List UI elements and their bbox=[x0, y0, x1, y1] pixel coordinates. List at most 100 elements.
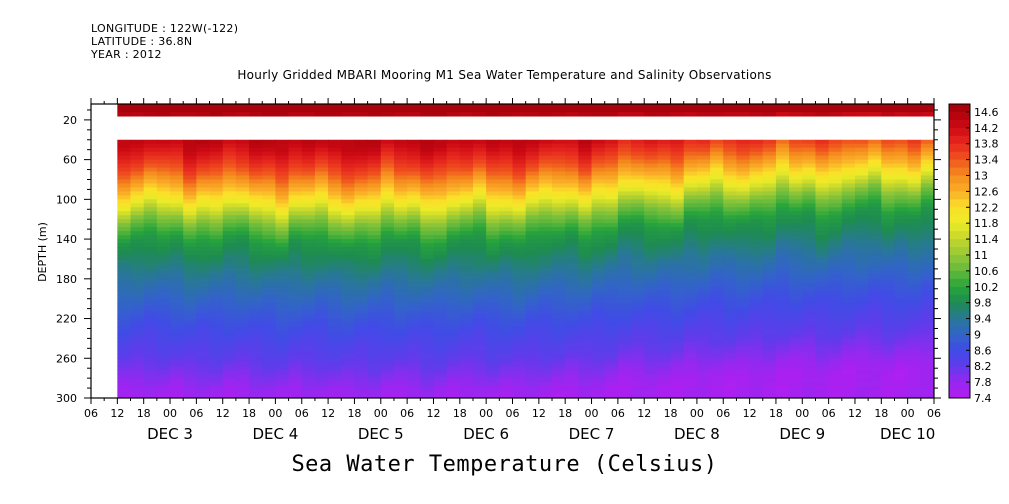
heatmap-cell bbox=[420, 223, 435, 228]
heatmap-cell bbox=[591, 354, 606, 359]
heatmap-cell bbox=[499, 199, 514, 204]
heatmap-cell bbox=[117, 243, 132, 248]
heatmap-cell bbox=[881, 199, 896, 204]
heatmap-cell bbox=[341, 179, 356, 185]
heatmap-cell bbox=[314, 278, 329, 284]
heatmap-cell bbox=[420, 215, 435, 220]
heatmap-cell bbox=[486, 104, 500, 109]
heatmap-cell bbox=[472, 270, 487, 276]
heatmap-cell bbox=[723, 362, 738, 367]
colorbar-swatch bbox=[949, 247, 970, 256]
heatmap-cell bbox=[170, 187, 184, 192]
heatmap-cell bbox=[407, 235, 421, 240]
heatmap-cell bbox=[249, 294, 263, 300]
heatmap-cell bbox=[578, 270, 593, 276]
heatmap-cell bbox=[117, 354, 132, 359]
heatmap-cell bbox=[393, 167, 408, 173]
heatmap-cell bbox=[486, 227, 500, 232]
heatmap-cell bbox=[367, 227, 382, 232]
heatmap-cell bbox=[354, 314, 369, 320]
heatmap-cell bbox=[183, 215, 197, 220]
heatmap-cell bbox=[183, 183, 197, 189]
heatmap-cell bbox=[183, 326, 197, 332]
heatmap-cell bbox=[262, 358, 276, 363]
heatmap-cell bbox=[868, 143, 882, 149]
heatmap-cell bbox=[815, 107, 830, 113]
heatmap-cell bbox=[380, 302, 395, 308]
heatmap-cell bbox=[275, 350, 290, 355]
heatmap-cell bbox=[288, 163, 303, 169]
heatmap-cell bbox=[907, 294, 922, 300]
heatmap-cell bbox=[328, 147, 342, 153]
heatmap-cell bbox=[407, 326, 421, 332]
heatmap-cell bbox=[156, 310, 171, 316]
heatmap-cell bbox=[117, 350, 132, 355]
heatmap-cell bbox=[578, 366, 593, 371]
heatmap-cell bbox=[407, 207, 421, 212]
heatmap-cell bbox=[854, 107, 869, 113]
heatmap-cell bbox=[130, 183, 145, 189]
heatmap-cell bbox=[683, 251, 698, 256]
heatmap-cell bbox=[723, 394, 738, 398]
heatmap-cell bbox=[657, 334, 672, 339]
heatmap-cell bbox=[341, 374, 356, 379]
heatmap-cell bbox=[512, 302, 527, 308]
colorbar-swatch bbox=[949, 342, 970, 351]
heatmap-cell bbox=[591, 290, 606, 296]
heatmap-cell bbox=[881, 354, 896, 359]
heatmap-cell bbox=[196, 278, 211, 284]
heatmap-cell bbox=[854, 175, 869, 181]
heatmap-cell bbox=[696, 139, 711, 145]
heatmap-cell bbox=[907, 147, 922, 153]
heatmap-cell bbox=[275, 235, 290, 240]
heatmap-cell bbox=[222, 251, 237, 256]
heatmap-cell bbox=[143, 366, 158, 371]
heatmap-cell bbox=[907, 390, 922, 395]
heatmap-cell bbox=[196, 386, 211, 391]
heatmap-cell bbox=[275, 346, 290, 351]
heatmap-cell bbox=[367, 183, 382, 189]
heatmap-cell bbox=[380, 354, 395, 359]
heatmap-cell bbox=[486, 358, 500, 363]
heatmap-cell bbox=[525, 338, 540, 343]
heatmap-cell bbox=[499, 171, 514, 177]
heatmap-cell bbox=[657, 143, 672, 149]
heatmap-cell bbox=[117, 358, 132, 363]
heatmap-cell bbox=[723, 139, 738, 145]
heatmap-cell bbox=[565, 235, 579, 240]
heatmap-cell bbox=[828, 159, 843, 165]
heatmap-cell bbox=[249, 270, 263, 276]
colorbar-label: 9 bbox=[974, 328, 981, 341]
heatmap-cell bbox=[446, 290, 461, 296]
heatmap-cell bbox=[183, 207, 197, 212]
heatmap-cell bbox=[130, 239, 145, 244]
heatmap-cell bbox=[156, 151, 171, 157]
heatmap-cell bbox=[288, 390, 303, 395]
heatmap-cell bbox=[815, 386, 830, 391]
heatmap-cell bbox=[407, 175, 421, 181]
heatmap-cell bbox=[209, 350, 224, 355]
heatmap-cell bbox=[222, 262, 237, 268]
heatmap-cell bbox=[617, 262, 632, 268]
heatmap-cell bbox=[354, 139, 369, 145]
heatmap-cell bbox=[723, 219, 738, 224]
heatmap-cell bbox=[723, 318, 738, 324]
heatmap-cell bbox=[802, 298, 817, 304]
heatmap-cell bbox=[249, 350, 263, 355]
heatmap-cell bbox=[262, 326, 276, 332]
heatmap-cell bbox=[749, 139, 764, 145]
heatmap-cell bbox=[617, 175, 632, 181]
heatmap-cell bbox=[631, 358, 645, 363]
heatmap-cell bbox=[328, 175, 342, 181]
x-hour-label: 12 bbox=[848, 407, 862, 420]
heatmap-cell bbox=[341, 167, 356, 173]
heatmap-cell bbox=[143, 354, 158, 359]
heatmap-cell bbox=[393, 354, 408, 359]
heatmap-cell bbox=[644, 334, 658, 339]
heatmap-cell bbox=[275, 266, 290, 272]
heatmap-cell bbox=[696, 215, 711, 220]
heatmap-cell bbox=[459, 322, 474, 328]
heatmap-cell bbox=[275, 171, 290, 177]
heatmap-cell bbox=[472, 159, 487, 165]
heatmap-cell bbox=[170, 338, 184, 343]
